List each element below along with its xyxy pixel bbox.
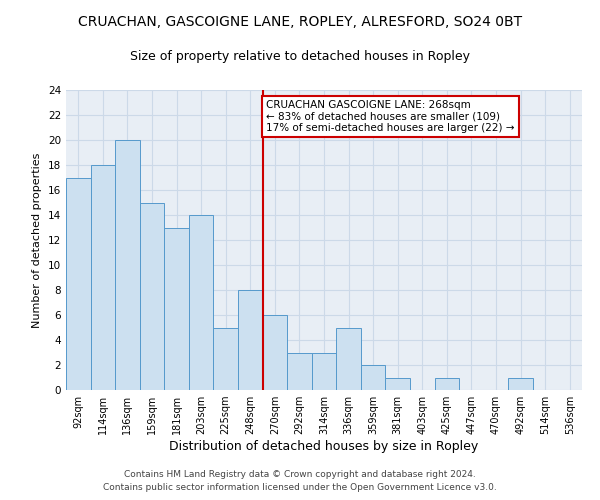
Bar <box>287 352 312 390</box>
Bar <box>189 215 214 390</box>
Text: CRUACHAN, GASCOIGNE LANE, ROPLEY, ALRESFORD, SO24 0BT: CRUACHAN, GASCOIGNE LANE, ROPLEY, ALRESF… <box>78 15 522 29</box>
Bar <box>91 165 115 390</box>
Bar <box>214 328 238 390</box>
Text: Contains public sector information licensed under the Open Government Licence v3: Contains public sector information licen… <box>103 483 497 492</box>
Bar <box>238 290 263 390</box>
Bar <box>66 178 91 390</box>
Bar <box>385 378 410 390</box>
Y-axis label: Number of detached properties: Number of detached properties <box>32 152 43 328</box>
Text: Size of property relative to detached houses in Ropley: Size of property relative to detached ho… <box>130 50 470 63</box>
X-axis label: Distribution of detached houses by size in Ropley: Distribution of detached houses by size … <box>169 440 479 453</box>
Bar <box>115 140 140 390</box>
Text: Contains HM Land Registry data © Crown copyright and database right 2024.: Contains HM Land Registry data © Crown c… <box>124 470 476 479</box>
Text: CRUACHAN GASCOIGNE LANE: 268sqm
← 83% of detached houses are smaller (109)
17% o: CRUACHAN GASCOIGNE LANE: 268sqm ← 83% of… <box>266 100 515 133</box>
Bar <box>140 202 164 390</box>
Bar <box>312 352 336 390</box>
Bar <box>164 228 189 390</box>
Bar <box>263 315 287 390</box>
Bar <box>434 378 459 390</box>
Bar <box>508 378 533 390</box>
Bar <box>336 328 361 390</box>
Bar <box>361 365 385 390</box>
